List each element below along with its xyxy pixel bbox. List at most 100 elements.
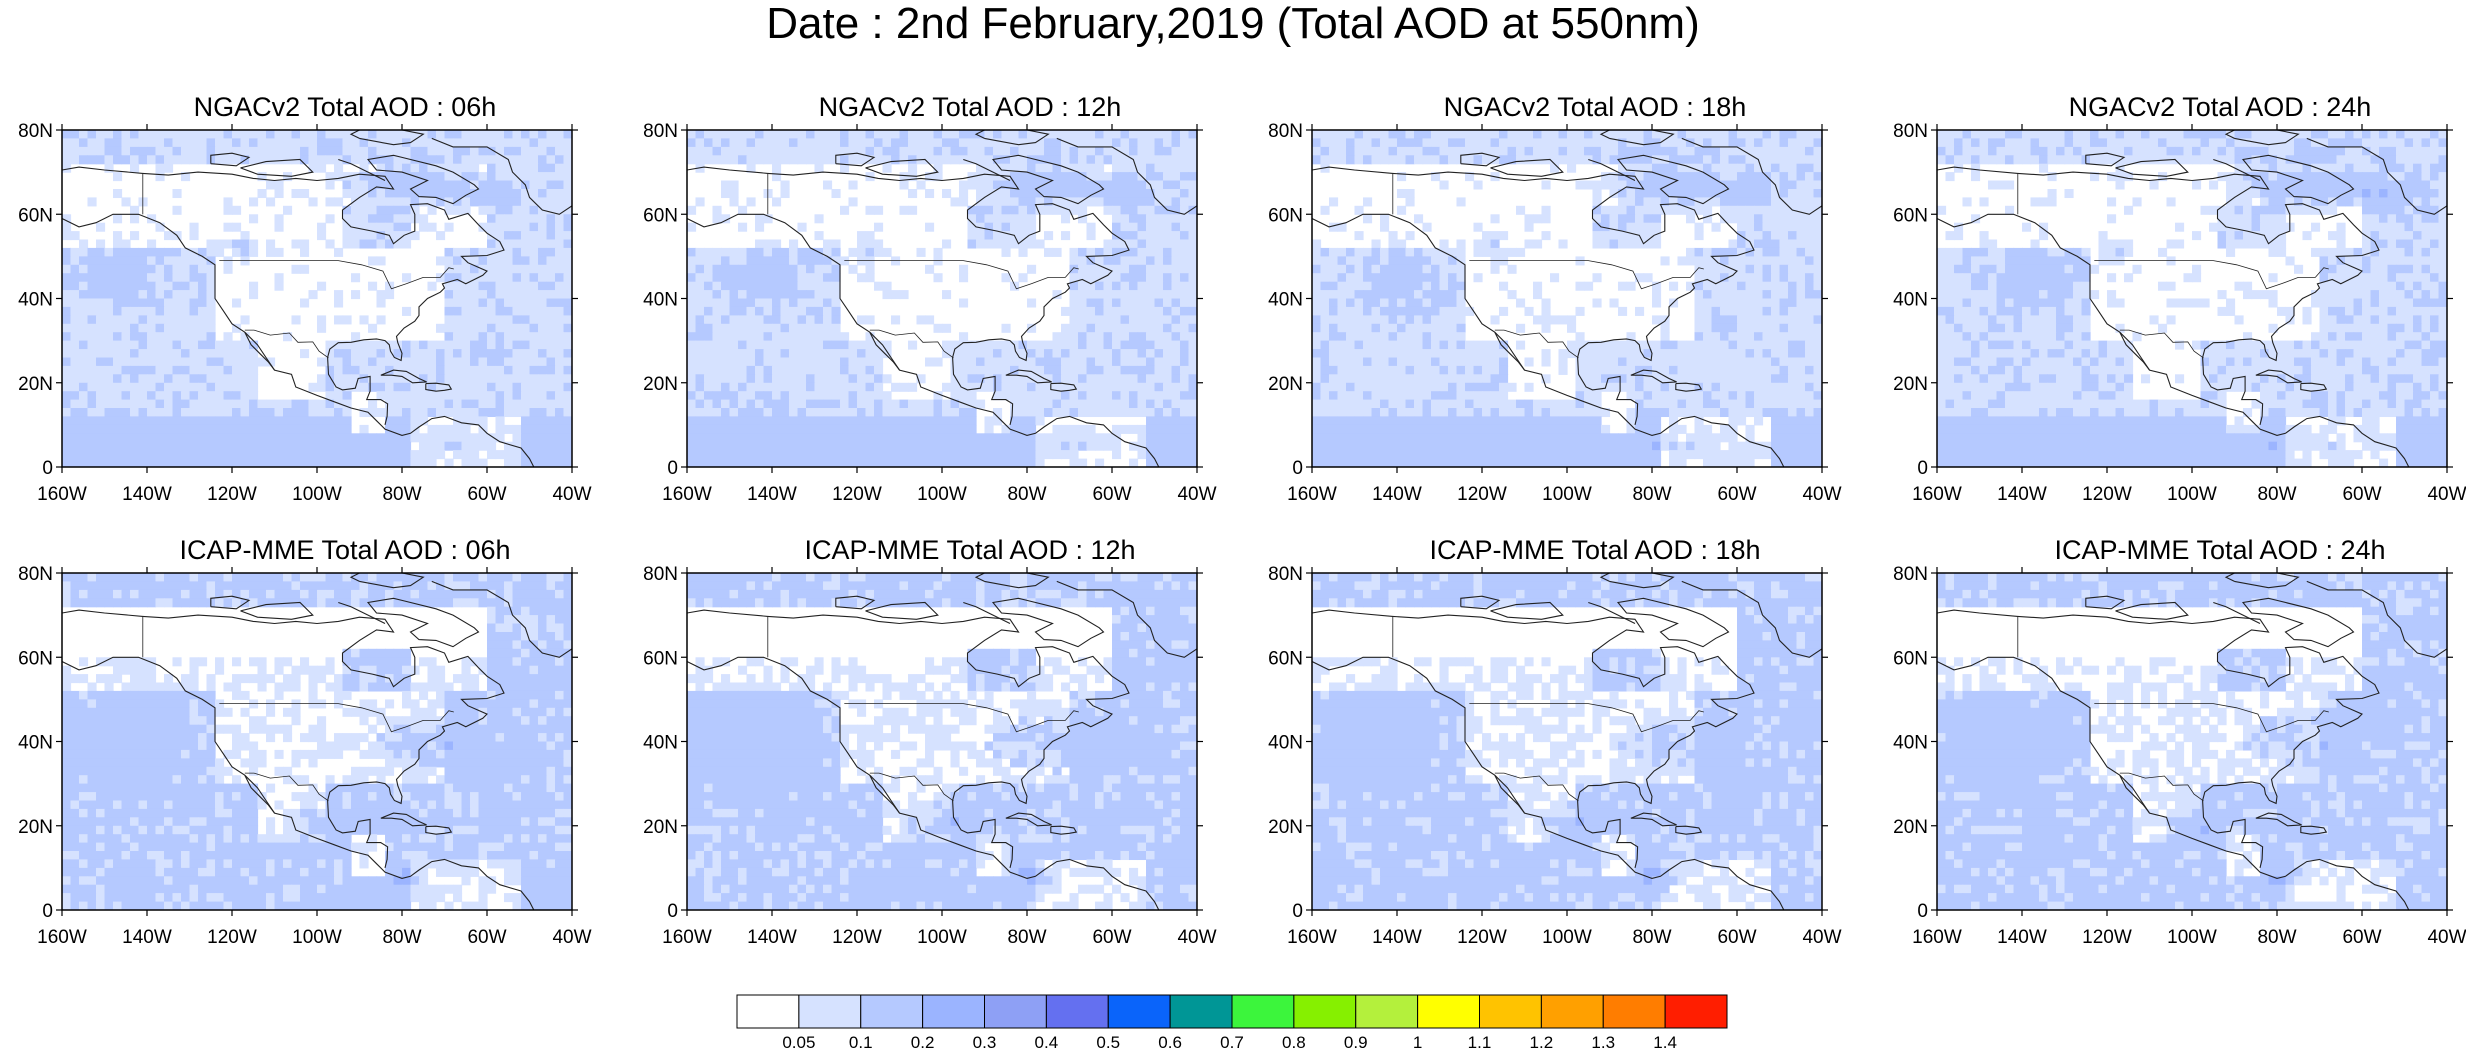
- lon-tick-label: 100W: [917, 927, 967, 948]
- colorbar-bin: [737, 995, 799, 1028]
- lon-tick-label: 160W: [37, 927, 87, 948]
- lon-tick-label: 40W: [2427, 484, 2466, 505]
- lon-tick-label: 40W: [2427, 927, 2466, 948]
- panel-title: ICAP-MME Total AOD : 06h: [30, 535, 660, 565]
- lon-tick-label: 80W: [1007, 927, 1046, 948]
- colorbar-label: 0.4: [1035, 1033, 1059, 1052]
- lon-tick-label: 160W: [37, 484, 87, 505]
- colorbar-bin: [1603, 995, 1665, 1028]
- lon-tick-label: 40W: [1802, 927, 1841, 948]
- colorbar-bin: [1046, 995, 1108, 1028]
- lon-tick-label: 40W: [1177, 484, 1216, 505]
- lat-tick-label: 20N: [18, 374, 53, 395]
- colorbar-label: 1.1: [1468, 1033, 1492, 1052]
- colorbar-bin: [985, 995, 1047, 1028]
- colorbar-label: 0.1: [849, 1033, 873, 1052]
- lon-tick-label: 160W: [662, 927, 712, 948]
- colorbar-bin: [861, 995, 923, 1028]
- lon-tick-label: 160W: [1912, 484, 1962, 505]
- colorbar-label: 0.6: [1158, 1033, 1182, 1052]
- lat-tick-label: 60N: [18, 205, 53, 226]
- colorbar-bin: [1170, 995, 1232, 1028]
- colorbar-bin: [1294, 995, 1356, 1028]
- lon-tick-label: 100W: [1542, 484, 1592, 505]
- colorbar-bin: [1665, 995, 1727, 1028]
- lat-tick-label: 20N: [1893, 817, 1928, 838]
- lon-tick-label: 40W: [552, 484, 591, 505]
- lat-tick-label: 40N: [18, 733, 53, 754]
- lat-tick-label: 40N: [1893, 290, 1928, 311]
- colorbar-bin: [1108, 995, 1170, 1028]
- lat-tick-label: 0: [1292, 901, 1303, 922]
- lon-tick-label: 60W: [1717, 484, 1756, 505]
- lon-tick-label: 140W: [1997, 484, 2047, 505]
- lon-tick-label: 60W: [1092, 484, 1131, 505]
- colorbar-label: 0.3: [973, 1033, 997, 1052]
- colorbar-label: 1: [1413, 1033, 1422, 1052]
- lon-tick-label: 120W: [1457, 484, 1507, 505]
- lon-tick-label: 120W: [2082, 927, 2132, 948]
- lat-tick-label: 60N: [1893, 648, 1928, 669]
- lon-tick-label: 80W: [382, 927, 421, 948]
- panel-title: NGACv2 Total AOD : 06h: [30, 92, 660, 122]
- lon-tick-label: 120W: [832, 927, 882, 948]
- colorbar-label: 1.4: [1653, 1033, 1677, 1052]
- lon-tick-label: 60W: [467, 484, 506, 505]
- colorbar-bin: [1480, 995, 1542, 1028]
- colorbar-bin: [799, 995, 861, 1028]
- lat-tick-label: 40N: [643, 290, 678, 311]
- colorbar-label: 0.2: [911, 1033, 935, 1052]
- lat-tick-label: 80N: [1268, 564, 1303, 585]
- lon-tick-label: 140W: [122, 927, 172, 948]
- lon-tick-label: 140W: [1372, 927, 1422, 948]
- lat-tick-label: 60N: [643, 205, 678, 226]
- lat-tick-label: 40N: [643, 733, 678, 754]
- lon-tick-label: 100W: [2167, 484, 2217, 505]
- lon-tick-label: 40W: [552, 927, 591, 948]
- lon-tick-label: 140W: [747, 484, 797, 505]
- lon-tick-label: 120W: [1457, 927, 1507, 948]
- lon-tick-label: 120W: [207, 484, 257, 505]
- lon-tick-label: 60W: [1092, 927, 1131, 948]
- colorbar-label: 1.3: [1591, 1033, 1615, 1052]
- lat-tick-label: 80N: [18, 121, 53, 142]
- panel-title: ICAP-MME Total AOD : 12h: [655, 535, 1285, 565]
- lat-tick-label: 60N: [643, 648, 678, 669]
- lon-tick-label: 140W: [747, 927, 797, 948]
- lon-tick-label: 60W: [2342, 927, 2381, 948]
- lat-tick-label: 80N: [643, 564, 678, 585]
- lat-tick-label: 20N: [1893, 374, 1928, 395]
- lon-tick-label: 80W: [1632, 927, 1671, 948]
- lat-tick-label: 20N: [1268, 374, 1303, 395]
- lat-tick-label: 60N: [1268, 648, 1303, 669]
- lon-tick-label: 60W: [1717, 927, 1756, 948]
- colorbar-label: 1.2: [1530, 1033, 1554, 1052]
- lon-tick-label: 120W: [207, 927, 257, 948]
- colorbar-label: 0.5: [1096, 1033, 1120, 1052]
- lat-tick-label: 0: [1292, 458, 1303, 479]
- map-panels: NGACv2 Total AOD : 06h 0 20N 40N 60N 80N 160W…: [0, 0, 2466, 980]
- panel-title: NGACv2 Total AOD : 18h: [1280, 92, 1910, 122]
- lat-tick-label: 80N: [1893, 121, 1928, 142]
- colorbar-bin: [1232, 995, 1294, 1028]
- colorbar-label: 0.9: [1344, 1033, 1368, 1052]
- lon-tick-label: 160W: [1912, 927, 1962, 948]
- lon-tick-label: 140W: [122, 484, 172, 505]
- lat-tick-label: 60N: [1268, 205, 1303, 226]
- colorbar-label: 0.8: [1282, 1033, 1306, 1052]
- lon-tick-label: 80W: [1632, 484, 1671, 505]
- lon-tick-label: 160W: [1287, 927, 1337, 948]
